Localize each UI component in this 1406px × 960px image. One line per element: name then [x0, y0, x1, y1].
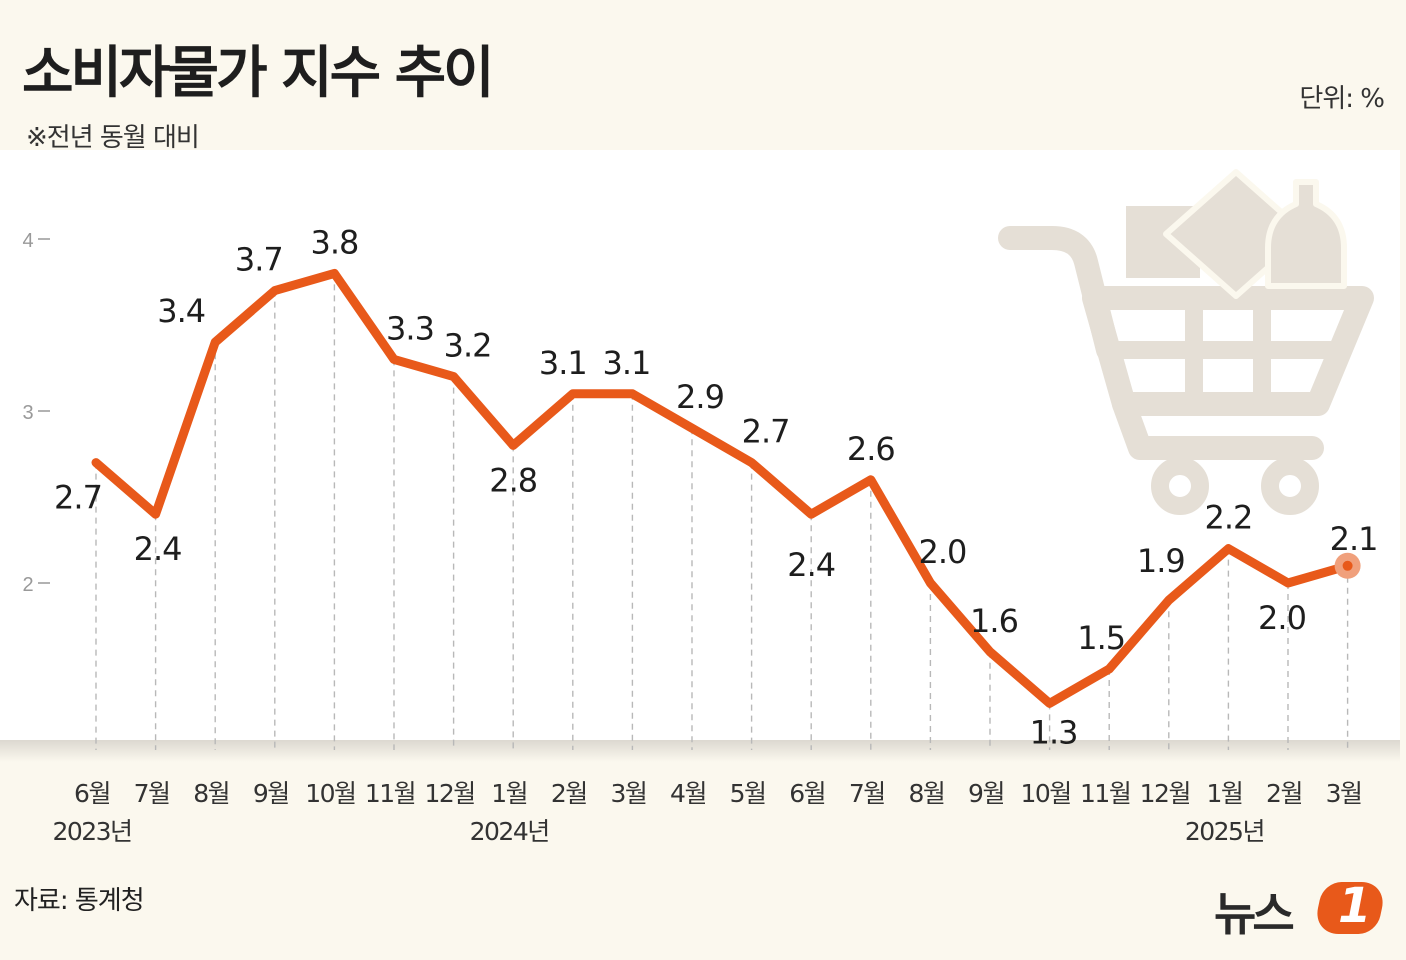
x-tick-label: 7월	[849, 779, 885, 808]
chart-subtitle: ※전년 동월 대비	[26, 123, 200, 153]
value-labels: 2.7 2.4 3.4 3.7 3.8 3.3 3.2 2.8 3.1 3.1 2.9 2.7 2.4 2…	[54, 223, 1378, 751]
unit-label: 단위: %	[1299, 84, 1385, 114]
y-tick-label: 3	[22, 402, 33, 424]
value-label: 2.4	[787, 546, 835, 584]
value-label: 3.1	[602, 344, 650, 382]
x-tick-label: 3월	[610, 779, 646, 808]
series-path	[91, 268, 1353, 708]
year-label: 2023년	[52, 817, 131, 846]
value-label: 3.2	[444, 327, 492, 365]
value-label: 2.0	[918, 533, 966, 571]
value-label: 3.4	[157, 292, 205, 330]
value-label: 3.7	[235, 241, 283, 279]
year-label: 2025년	[1185, 817, 1264, 846]
x-tick-label: 11월	[365, 779, 415, 808]
value-label: 1.6	[970, 602, 1018, 640]
year-label: 2024년	[470, 817, 549, 846]
news1-logo: 뉴스 1	[1214, 874, 1388, 944]
drop-lines	[95, 273, 1349, 750]
value-label: 2.8	[489, 461, 537, 499]
value-label: 3.3	[386, 309, 434, 347]
x-tick-label: 12월	[1140, 779, 1190, 808]
x-tick-label: 8월	[908, 779, 944, 808]
x-tick-label: 11월	[1080, 779, 1130, 808]
x-axis-labels: 6월 7월 8월 9월 10월 11월 12월 1월 2월 3월 4월 5월 6월 7월 8월 9월 10월 11…	[74, 779, 1363, 808]
value-label: 1.3	[1030, 713, 1078, 751]
x-tick-label: 10월	[1020, 779, 1070, 808]
x-tick-label: 4월	[670, 779, 706, 808]
value-label: 2.7	[742, 413, 790, 451]
x-tick-label: 7월	[134, 779, 170, 808]
x-tick-label: 1월	[1206, 779, 1242, 808]
value-label: 2.6	[847, 430, 895, 468]
logo-badge-number: 1	[1338, 878, 1372, 934]
value-label: 2.9	[676, 378, 724, 416]
value-label: 3.1	[539, 344, 587, 382]
value-label: 2.1	[1330, 520, 1378, 558]
x-tick-label: 2월	[1266, 779, 1302, 808]
highlight-point-core	[1342, 560, 1353, 571]
value-label: 3.8	[310, 223, 358, 261]
value-label: 1.5	[1077, 619, 1125, 657]
shopping-cart-icon	[998, 169, 1374, 515]
x-tick-label: 2월	[551, 779, 587, 808]
value-label: 2.2	[1204, 499, 1252, 537]
x-tick-label: 5월	[730, 779, 766, 808]
source-label: 자료: 통계청	[14, 886, 145, 916]
x-tick-label: 3월	[1326, 779, 1362, 808]
y-axis: 4 3 2	[22, 230, 50, 596]
x-tick-label: 6월	[74, 779, 110, 808]
value-label: 2.7	[54, 479, 102, 517]
series-line	[91, 268, 1353, 708]
x-tick-label: 12월	[424, 779, 474, 808]
year-labels: 2023년 2024년 2025년	[52, 817, 1265, 846]
x-tick-label: 9월	[968, 779, 1004, 808]
y-tick-label: 2	[22, 574, 33, 596]
x-tick-label: 1월	[491, 779, 527, 808]
value-label: 2.0	[1258, 599, 1306, 637]
x-tick-label: 10월	[305, 779, 355, 808]
x-tick-label: 9월	[253, 779, 289, 808]
logo-text: 뉴스	[1214, 887, 1295, 941]
x-tick-label: 8월	[193, 779, 229, 808]
x-tick-label: 6월	[789, 779, 825, 808]
y-tick-label: 4	[22, 230, 33, 252]
markers	[1334, 552, 1361, 579]
baseline-band	[0, 740, 1400, 762]
value-label: 1.9	[1137, 542, 1185, 580]
value-label: 2.4	[134, 530, 182, 568]
chart-title: 소비자물가 지수 추이	[22, 41, 495, 106]
